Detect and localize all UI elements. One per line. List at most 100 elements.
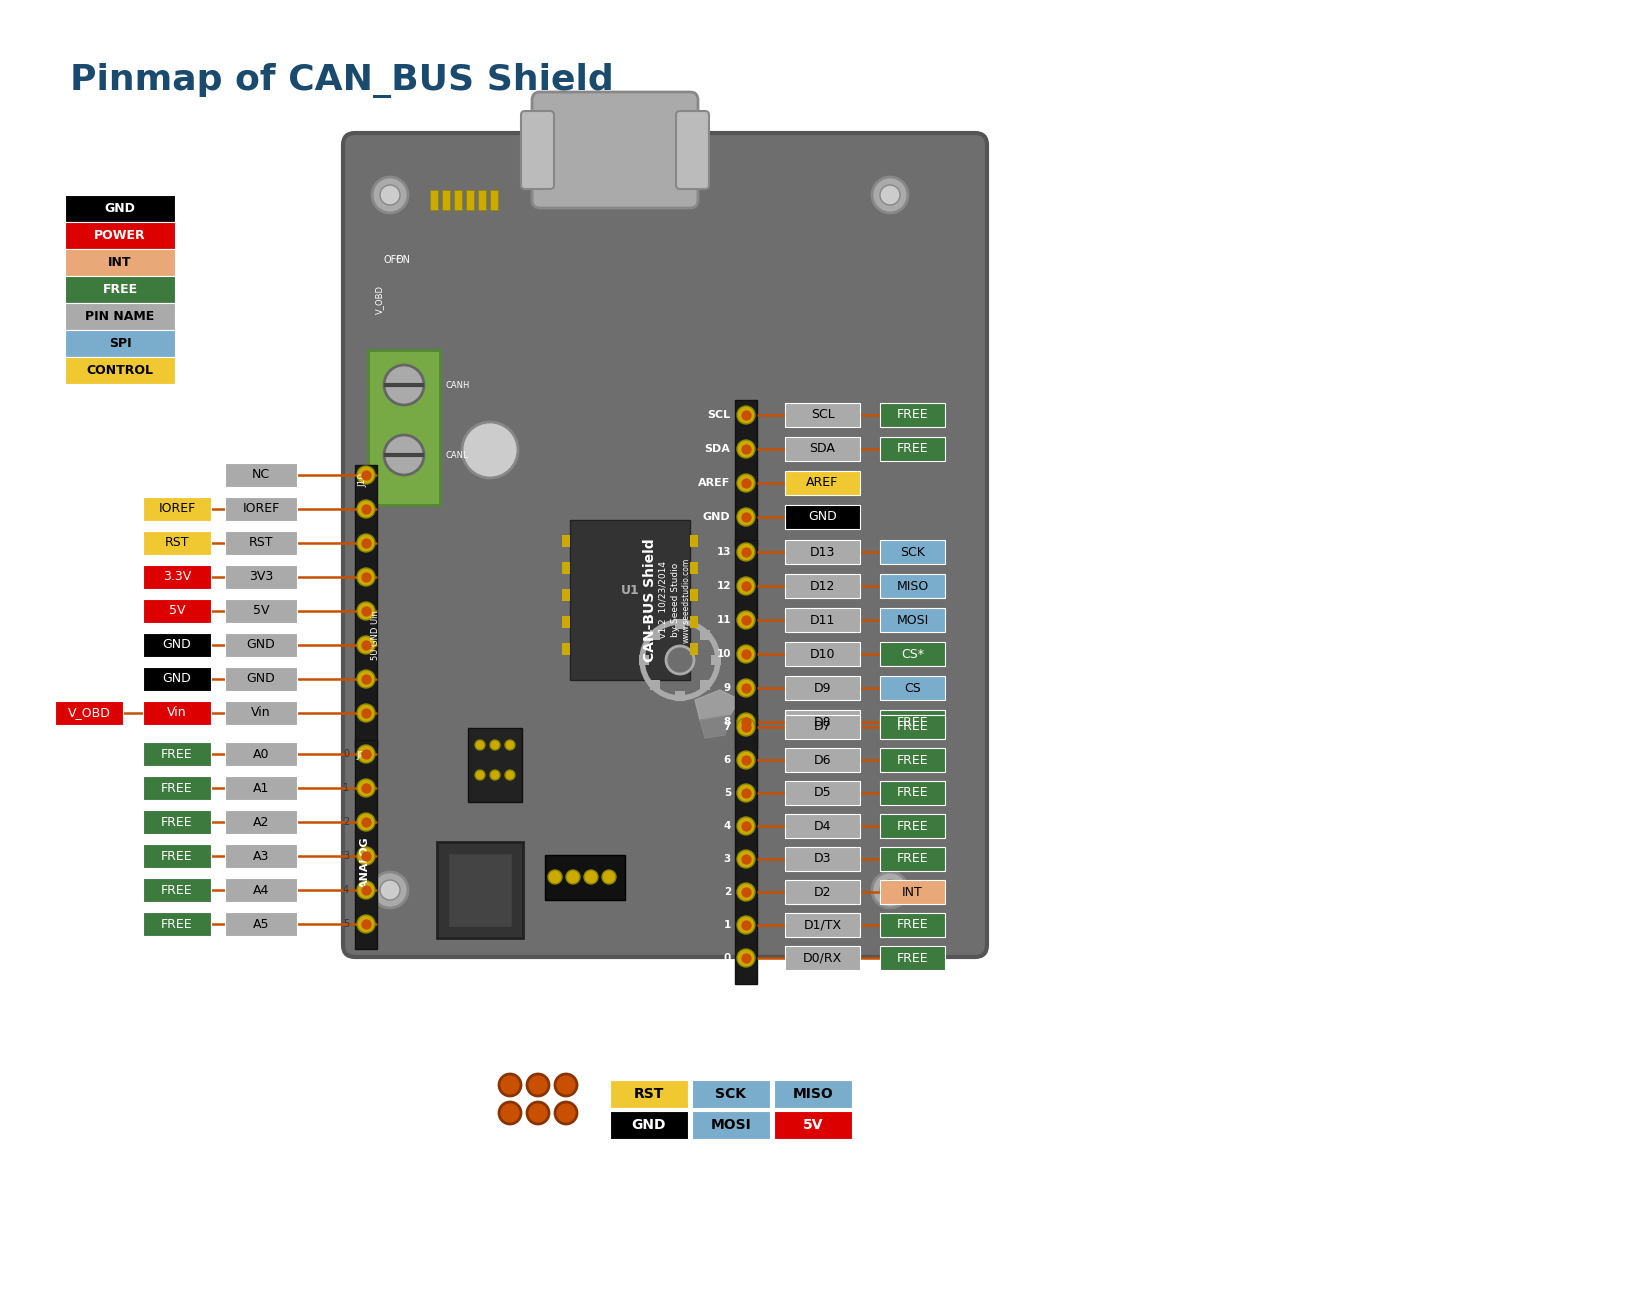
FancyBboxPatch shape (786, 815, 860, 838)
Text: D11: D11 (810, 613, 835, 627)
Text: FREE: FREE (896, 754, 929, 767)
Point (733, 678, 759, 698)
Circle shape (380, 881, 400, 900)
Text: 3.3V: 3.3V (163, 570, 191, 583)
Text: AREF: AREF (807, 477, 838, 490)
Circle shape (506, 771, 516, 780)
Text: SDA: SDA (705, 443, 730, 454)
FancyBboxPatch shape (879, 608, 945, 632)
Text: D8: D8 (814, 715, 832, 728)
FancyBboxPatch shape (786, 608, 860, 632)
Text: 3: 3 (343, 851, 349, 861)
Text: V_OBD: V_OBD (376, 286, 384, 314)
Circle shape (527, 1074, 548, 1096)
Point (733, 750, 759, 771)
FancyBboxPatch shape (786, 471, 860, 495)
Point (733, 782, 759, 803)
Circle shape (357, 603, 376, 621)
Bar (735, 540, 758, 749)
Circle shape (474, 771, 484, 780)
Text: GND: GND (104, 202, 135, 215)
Circle shape (357, 915, 376, 934)
Text: 5: 5 (343, 919, 349, 928)
FancyBboxPatch shape (143, 701, 211, 725)
Circle shape (357, 636, 376, 654)
Text: 5U GND Uin: 5U GND Uin (372, 610, 380, 659)
Circle shape (555, 1074, 576, 1096)
Text: CANL: CANL (445, 450, 468, 459)
Text: RST: RST (634, 1087, 664, 1102)
FancyBboxPatch shape (786, 403, 860, 427)
FancyBboxPatch shape (609, 1111, 688, 1139)
Text: CAN-BUS Shield: CAN-BUS Shield (642, 538, 657, 662)
Text: 0: 0 (723, 953, 731, 963)
Circle shape (357, 534, 376, 552)
Point (352, 914, 379, 935)
Text: by Seeed Studio: by Seeed Studio (670, 562, 680, 637)
Text: SPI: SPI (109, 337, 132, 350)
Text: FREE: FREE (896, 918, 929, 931)
Circle shape (736, 508, 754, 526)
FancyBboxPatch shape (786, 946, 860, 970)
Point (733, 948, 759, 968)
Text: 3: 3 (723, 853, 731, 864)
Circle shape (736, 915, 754, 934)
Text: RST: RST (249, 537, 273, 550)
Point (352, 777, 379, 798)
FancyBboxPatch shape (143, 776, 211, 800)
Text: A4: A4 (252, 883, 268, 896)
Text: D13: D13 (810, 546, 835, 559)
Text: 2: 2 (723, 887, 731, 897)
Circle shape (567, 870, 580, 884)
Text: OFF: OFF (384, 255, 402, 265)
Text: 11: 11 (716, 615, 731, 625)
Bar (441, 190, 450, 209)
FancyBboxPatch shape (774, 1080, 851, 1108)
FancyBboxPatch shape (143, 878, 211, 903)
Point (352, 812, 379, 833)
Circle shape (871, 177, 907, 213)
Circle shape (474, 740, 484, 750)
Point (352, 743, 379, 764)
FancyBboxPatch shape (143, 667, 211, 690)
Circle shape (357, 670, 376, 688)
Bar (735, 400, 758, 546)
Text: JP5: JP5 (356, 750, 371, 759)
Circle shape (736, 406, 754, 424)
Point (733, 644, 759, 665)
Point (352, 464, 379, 485)
Text: 2: 2 (343, 817, 349, 828)
Polygon shape (695, 690, 740, 720)
Text: A1: A1 (252, 781, 268, 794)
Circle shape (879, 185, 899, 206)
Bar (700, 680, 710, 690)
Point (352, 601, 379, 622)
FancyBboxPatch shape (343, 133, 987, 957)
Point (352, 879, 379, 900)
Text: SCL: SCL (707, 410, 730, 420)
Bar (690, 562, 698, 574)
Text: 12: 12 (716, 581, 731, 591)
Text: 4: 4 (723, 821, 731, 831)
FancyBboxPatch shape (143, 634, 211, 657)
Text: 4: 4 (343, 884, 349, 895)
Text: 5: 5 (723, 787, 731, 798)
Text: CONTROL: CONTROL (87, 365, 153, 378)
FancyBboxPatch shape (786, 540, 860, 564)
FancyBboxPatch shape (226, 809, 296, 834)
Circle shape (357, 847, 376, 865)
Circle shape (548, 870, 562, 884)
Text: D0/RX: D0/RX (802, 952, 842, 965)
FancyBboxPatch shape (143, 531, 211, 555)
FancyBboxPatch shape (226, 634, 296, 657)
FancyBboxPatch shape (226, 497, 296, 521)
FancyBboxPatch shape (786, 710, 860, 734)
Point (352, 668, 379, 689)
Circle shape (603, 870, 616, 884)
Point (352, 635, 379, 656)
Text: D9: D9 (814, 681, 832, 694)
Point (352, 702, 379, 723)
Text: FREE: FREE (102, 283, 138, 296)
Circle shape (527, 1102, 548, 1124)
Circle shape (736, 883, 754, 901)
